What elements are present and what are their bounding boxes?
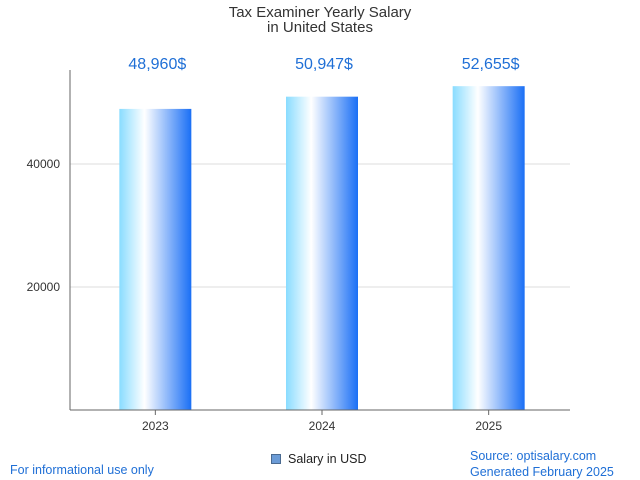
x-tick-label-2023: 2023 [142,419,169,433]
bar-2025 [452,86,525,410]
footer-source: Source: optisalary.com [470,449,597,463]
labels-group: 20000 40000 48,960$ 2023 50,947$ 2024 52,655$ 2… [27,56,520,433]
x-tick-label-2025: 2025 [475,419,502,433]
footer-source-block: Source: optisalary.com Generated Februar… [470,448,614,480]
value-label-2023: 48,960$ [128,56,186,73]
chart-title-line-1: Tax Examiner Yearly Salary [229,4,412,21]
bar-2023 [119,108,192,411]
value-label-2025: 52,655$ [462,56,520,73]
chart-title-line-2: in United States [267,19,373,36]
bars-group [119,86,525,411]
x-tick-label-2024: 2024 [309,419,336,433]
legend-label: Salary in USD [288,452,367,466]
bar-2024 [286,96,358,410]
legend-swatch [271,454,281,464]
axes-group [69,70,570,415]
y-tick-label: 20000 [27,280,61,294]
y-tick-label: 40000 [27,157,61,171]
value-label-2024: 50,947$ [295,56,353,73]
footer-generated: Generated February 2025 [470,465,614,479]
legend: Salary in USD [271,452,367,466]
footer-disclaimer: For informational use only [10,463,154,477]
